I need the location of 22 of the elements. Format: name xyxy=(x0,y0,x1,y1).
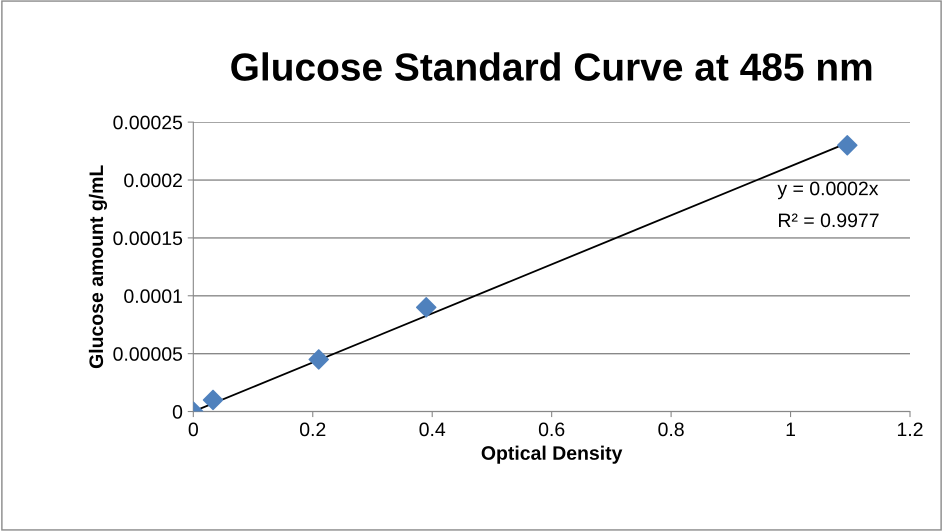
x-tick-label: 0 xyxy=(188,422,198,436)
point xyxy=(202,390,224,410)
y-tick-label: 0 xyxy=(172,404,182,419)
annotation: y = 0.0002x xyxy=(777,182,878,200)
y-tick-label: 0.00015 xyxy=(113,231,182,246)
x-tick-label: 0.2 xyxy=(300,422,326,436)
y-tick-label: 0.0001 xyxy=(124,289,182,304)
point xyxy=(308,349,329,370)
x-tick-label: 1 xyxy=(786,422,796,436)
point xyxy=(416,297,437,318)
x-axis-title: Optical Density xyxy=(482,446,622,464)
x-tick-label: 0.8 xyxy=(658,422,684,436)
y-tick-label: 0.0002 xyxy=(124,173,182,188)
point xyxy=(837,135,858,156)
x-tick-label: 0.4 xyxy=(419,422,446,436)
x-tick-label: 1.2 xyxy=(898,422,923,436)
y-axis-title: Glucose amount g/mL xyxy=(88,165,108,368)
annotation: R² = 0.9977 xyxy=(779,213,879,228)
x-tick-label: 0.6 xyxy=(538,422,564,436)
chart-title: Glucose Standard Curve at 485 nm xyxy=(231,52,872,81)
y-tick-label: 0.00025 xyxy=(113,116,182,130)
y-tick-label: 0.00005 xyxy=(113,347,182,361)
